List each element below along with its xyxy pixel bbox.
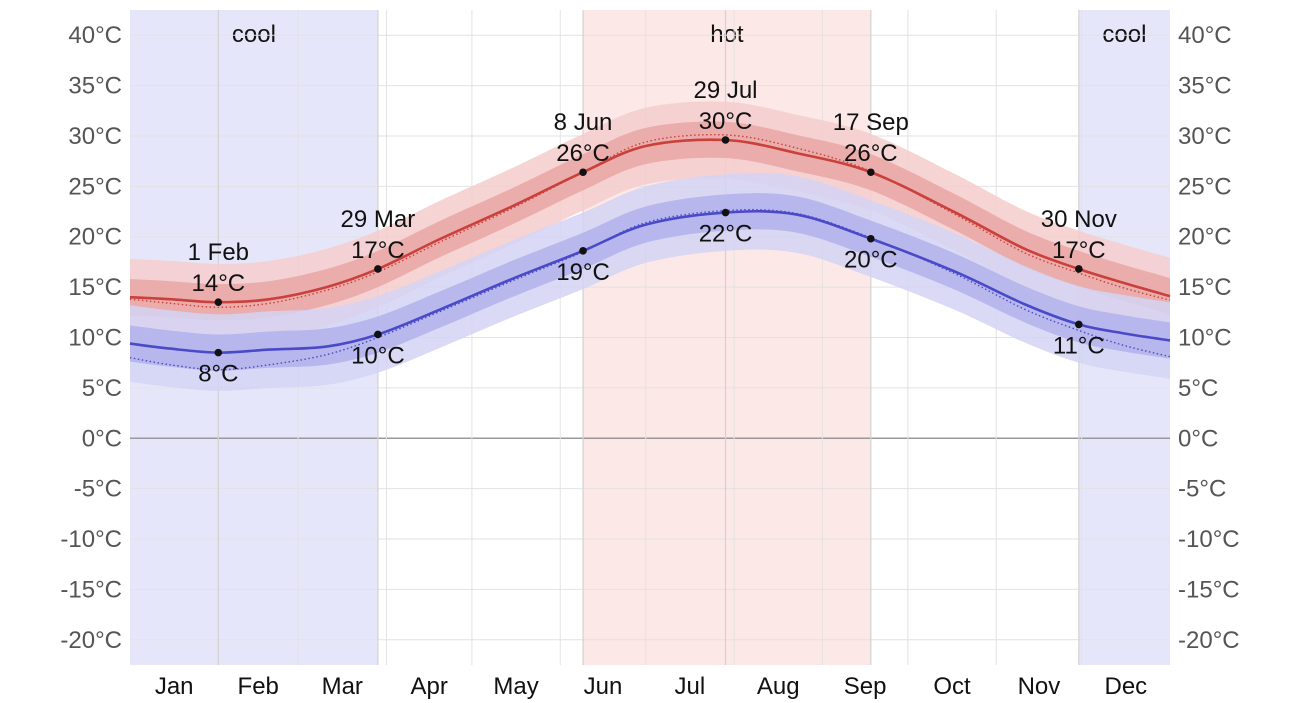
- y-tick-label: 5°C: [82, 375, 122, 402]
- annotation-temp: 8°C: [198, 361, 238, 388]
- y-tick-label: 10°C: [1178, 325, 1232, 352]
- y-tick-label: -15°C: [1178, 576, 1240, 603]
- y-tick-label: 40°C: [1178, 22, 1232, 49]
- y-tick-label: 30°C: [68, 123, 122, 150]
- y-tick-label: -20°C: [1178, 627, 1240, 654]
- y-tick-label: -20°C: [60, 627, 122, 654]
- month-label: Nov: [1018, 673, 1061, 700]
- month-label: Jun: [584, 673, 623, 700]
- annotation-temp: 30°C: [699, 108, 753, 135]
- annotation-point: [721, 136, 730, 144]
- high-line: [129, 138, 1171, 304]
- y-tick-label: 0°C: [1178, 425, 1218, 452]
- x-axis-months: Jan Feb Mar Apr May Jun Jul Aug Sep Oct Nov Dec: [155, 673, 1147, 700]
- y-tick-label: 25°C: [68, 173, 122, 200]
- annotation-point: [214, 298, 223, 307]
- month-label: Feb: [238, 673, 279, 700]
- y-tick-label: 20°C: [68, 224, 122, 251]
- y-tick-label: 30°C: [1178, 123, 1232, 150]
- annotation-point: [214, 348, 223, 357]
- low-band-inner: [130, 193, 1170, 371]
- y-axis-right: 40°C 35°C 30°C 25°C 20°C 15°C 10°C 5°C 0°C -5°C -1…: [1178, 22, 1240, 654]
- annotation-temp: 17°C: [351, 237, 405, 264]
- month-label: Aug: [757, 673, 800, 700]
- annotation-temp: 11°C: [1053, 332, 1105, 359]
- annotation-point: [579, 168, 587, 177]
- annotation-temp: 19°C: [556, 259, 610, 286]
- high-band-inner: [130, 121, 1170, 321]
- annotation-temp: 26°C: [844, 140, 898, 167]
- y-tick-label: 5°C: [1178, 375, 1218, 402]
- month-label: May: [493, 673, 538, 700]
- annotation-point: [374, 265, 382, 273]
- y-tick-label: 0°C: [82, 425, 122, 452]
- annotation-point: [867, 234, 875, 243]
- annotation-point: [374, 330, 382, 339]
- annotation-point: [579, 247, 587, 255]
- annotation-temp: 26°C: [556, 140, 610, 167]
- month-label: Jan: [155, 673, 194, 700]
- month-label: Sep: [844, 673, 887, 700]
- y-tick-label: 35°C: [1178, 73, 1232, 100]
- y-tick-label: 10°C: [68, 325, 122, 352]
- season-label-cool: cool: [1102, 21, 1146, 48]
- annotation-temp: 10°C: [351, 342, 405, 369]
- annotation-date: 30 Nov: [1041, 206, 1117, 233]
- temperature-lines: [129, 134, 1171, 371]
- season-label-cool: cool: [232, 21, 276, 48]
- y-axis-left: 40°C 35°C 30°C 25°C 20°C 15°C 10°C 5°C 0°C -5°C -1…: [60, 22, 122, 654]
- month-label: Oct: [933, 673, 971, 700]
- annotation-date: 29 Mar: [341, 206, 416, 233]
- annotation-point: [1075, 320, 1083, 329]
- annotation-points: [214, 136, 1083, 357]
- temperature-bands: [130, 101, 1170, 391]
- annotation-date: 17 Sep: [833, 109, 909, 136]
- annotation-date: 29 Jul: [693, 77, 757, 104]
- annotation-point: [721, 208, 730, 217]
- annotation-date: 8 Jun: [554, 109, 613, 136]
- annotation-temp: 14°C: [192, 270, 246, 297]
- y-tick-label: 15°C: [68, 274, 122, 301]
- y-tick-label: 20°C: [1178, 224, 1232, 251]
- y-tick-label: 40°C: [68, 22, 122, 49]
- annotation-point: [1075, 265, 1083, 273]
- y-tick-label: -10°C: [1178, 526, 1240, 553]
- month-label: Apr: [410, 673, 447, 700]
- y-tick-label: 35°C: [68, 73, 122, 100]
- y-tick-label: -5°C: [74, 476, 122, 503]
- annotation-temp: 22°C: [699, 221, 753, 248]
- month-label: Dec: [1104, 673, 1147, 700]
- annotation-labels: 1 Feb 14°C 8°C 29 Mar 17°C 10°C 8 Jun 26°C 19°C 2…: [188, 77, 1117, 388]
- low-dotted-line: [129, 208, 1171, 371]
- high-dotted-line: [129, 134, 1171, 308]
- season-label-hot: hot: [710, 21, 744, 48]
- month-label: Jul: [675, 673, 706, 700]
- y-tick-label: 15°C: [1178, 274, 1232, 301]
- annotation-point: [867, 168, 875, 177]
- low-line: [129, 209, 1171, 354]
- y-tick-label: -15°C: [60, 576, 122, 603]
- y-tick-label: 25°C: [1178, 173, 1232, 200]
- annotation-date: 1 Feb: [188, 239, 249, 266]
- y-tick-label: -5°C: [1178, 476, 1226, 503]
- month-label: Mar: [322, 673, 363, 700]
- annotation-temp: 20°C: [844, 247, 898, 274]
- annotation-temp: 17°C: [1052, 237, 1106, 264]
- y-tick-label: -10°C: [60, 526, 122, 553]
